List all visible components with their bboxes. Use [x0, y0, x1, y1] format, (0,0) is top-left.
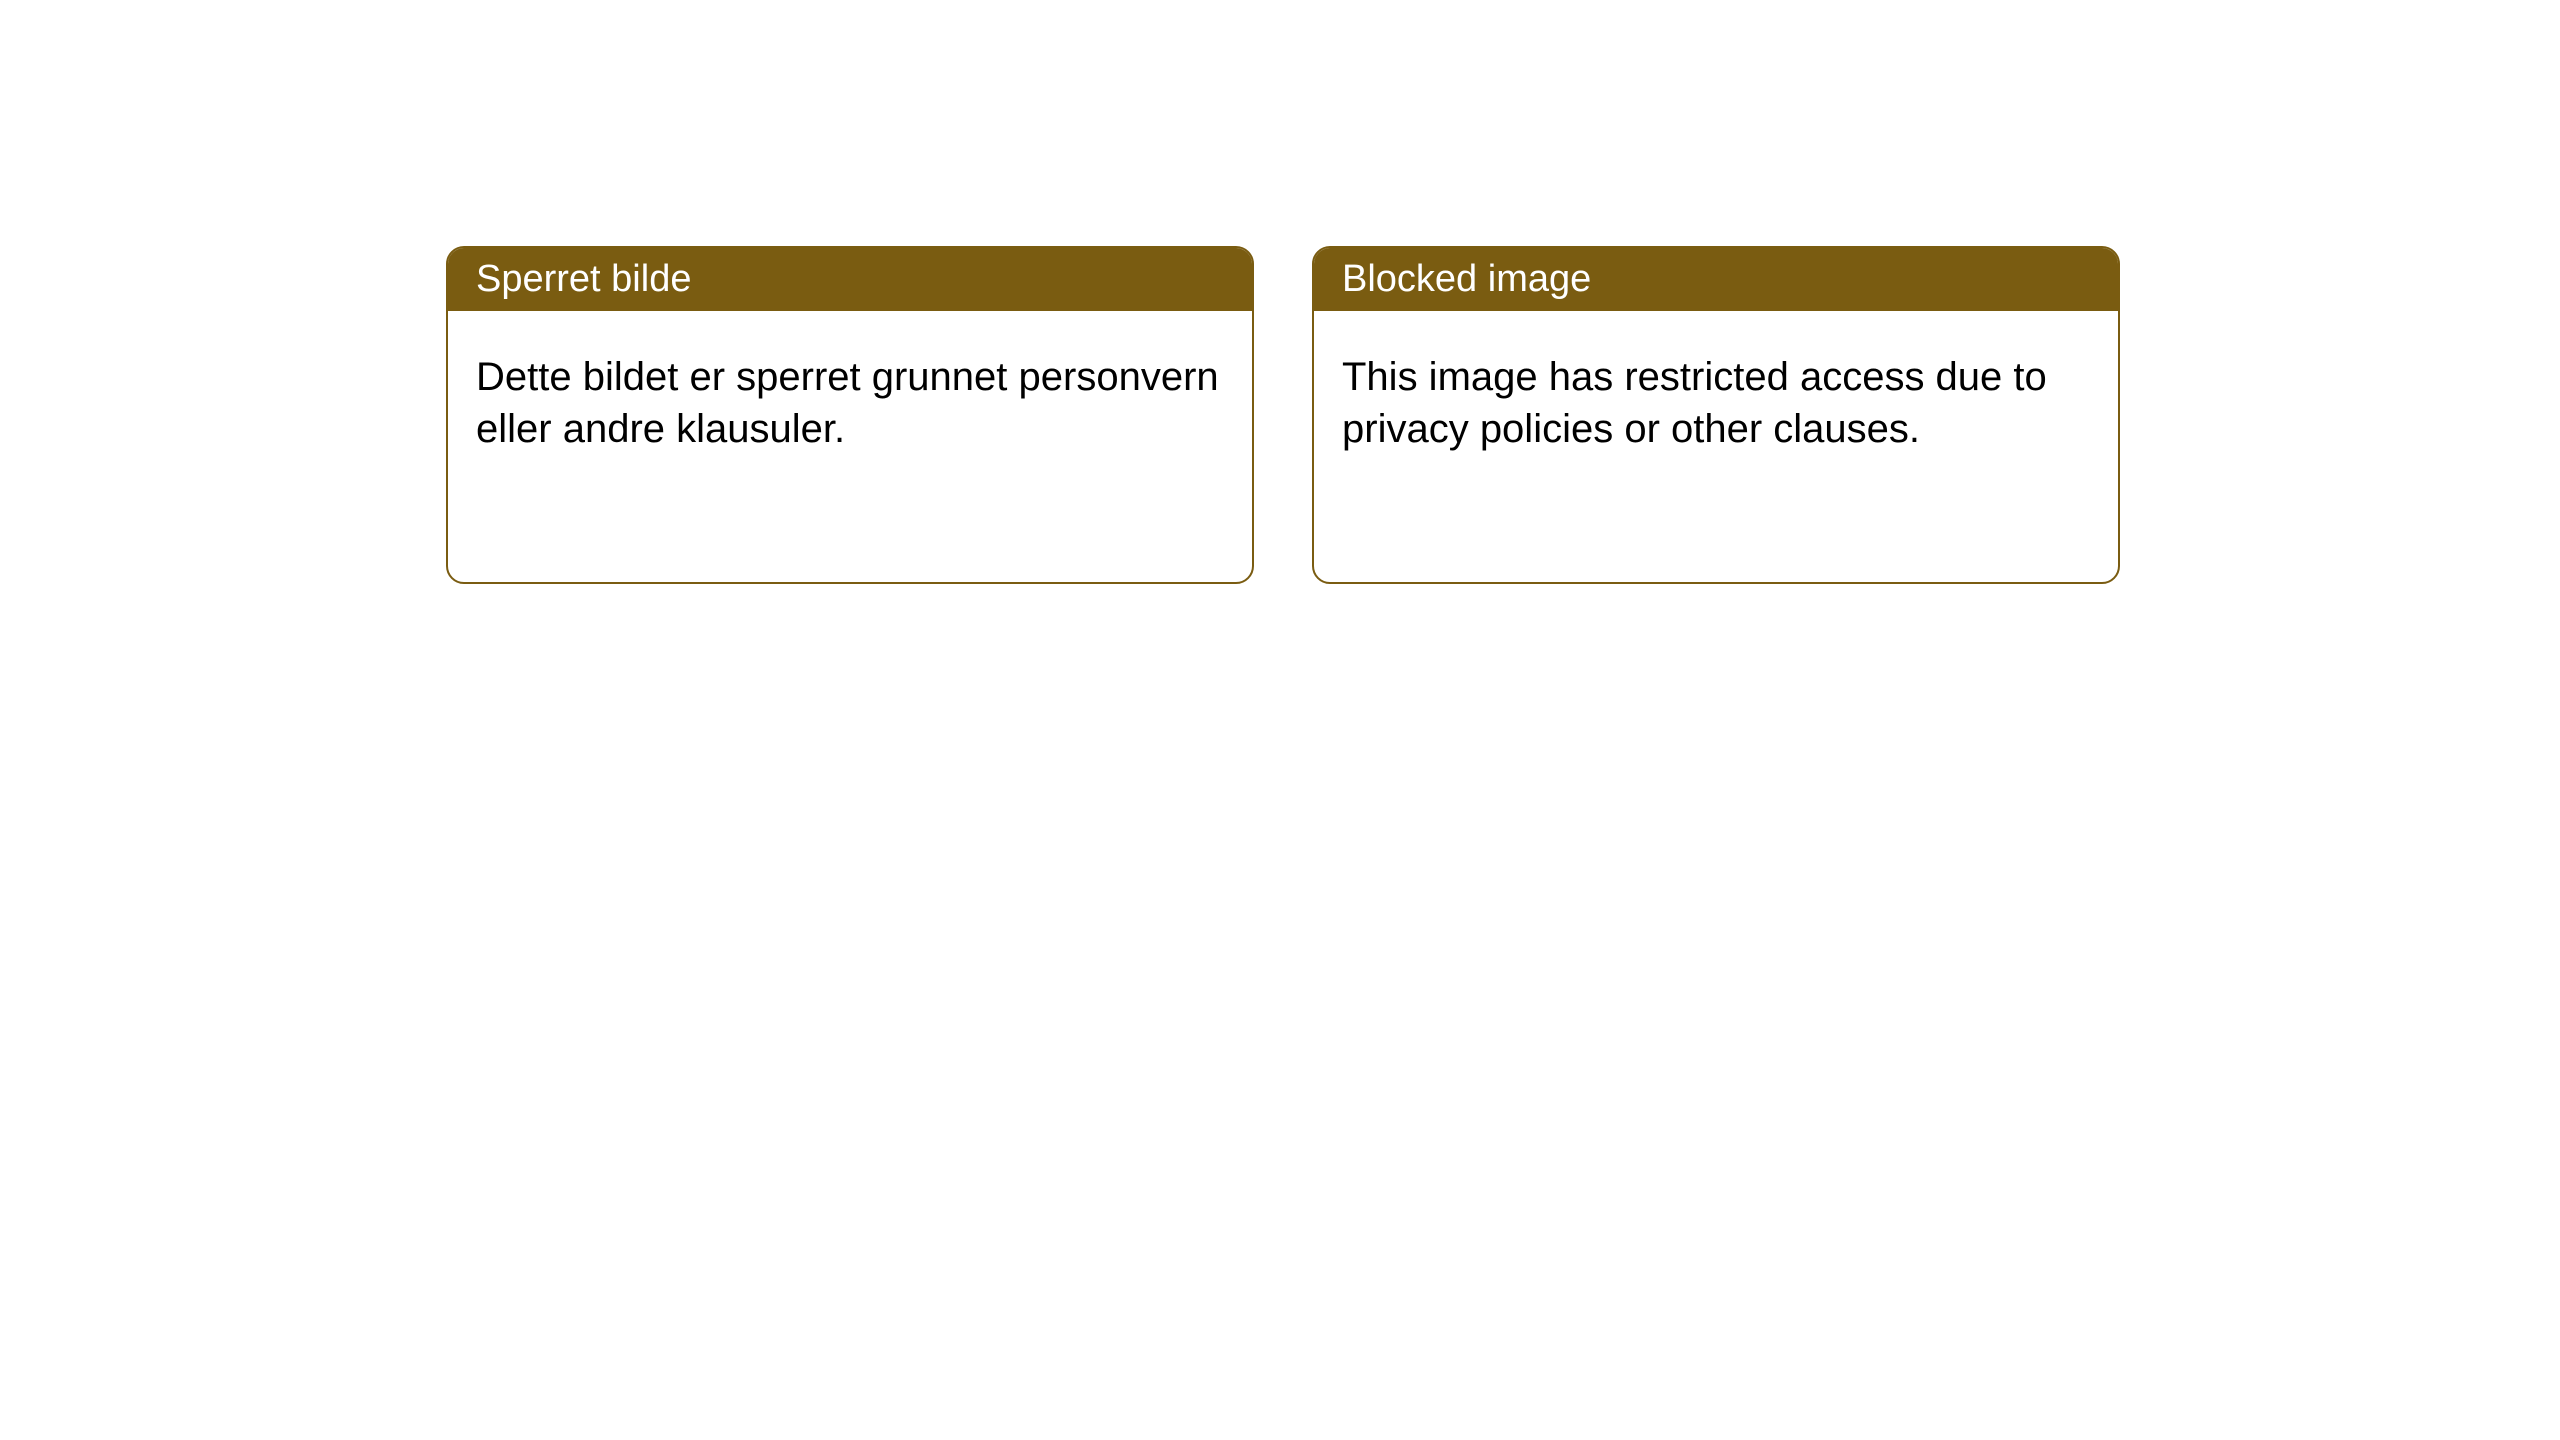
- card-body-text: Dette bildet er sperret grunnet personve…: [476, 355, 1219, 451]
- blocked-image-card-norwegian: Sperret bilde Dette bildet er sperret gr…: [446, 246, 1254, 584]
- cards-container: Sperret bilde Dette bildet er sperret gr…: [0, 0, 2560, 584]
- card-title: Blocked image: [1342, 258, 1591, 300]
- blocked-image-card-english: Blocked image This image has restricted …: [1312, 246, 2120, 584]
- card-header: Blocked image: [1314, 248, 2118, 311]
- card-body: Dette bildet er sperret grunnet personve…: [448, 311, 1252, 495]
- card-title: Sperret bilde: [476, 258, 691, 300]
- card-header: Sperret bilde: [448, 248, 1252, 311]
- card-body: This image has restricted access due to …: [1314, 311, 2118, 495]
- card-body-text: This image has restricted access due to …: [1342, 355, 2047, 451]
